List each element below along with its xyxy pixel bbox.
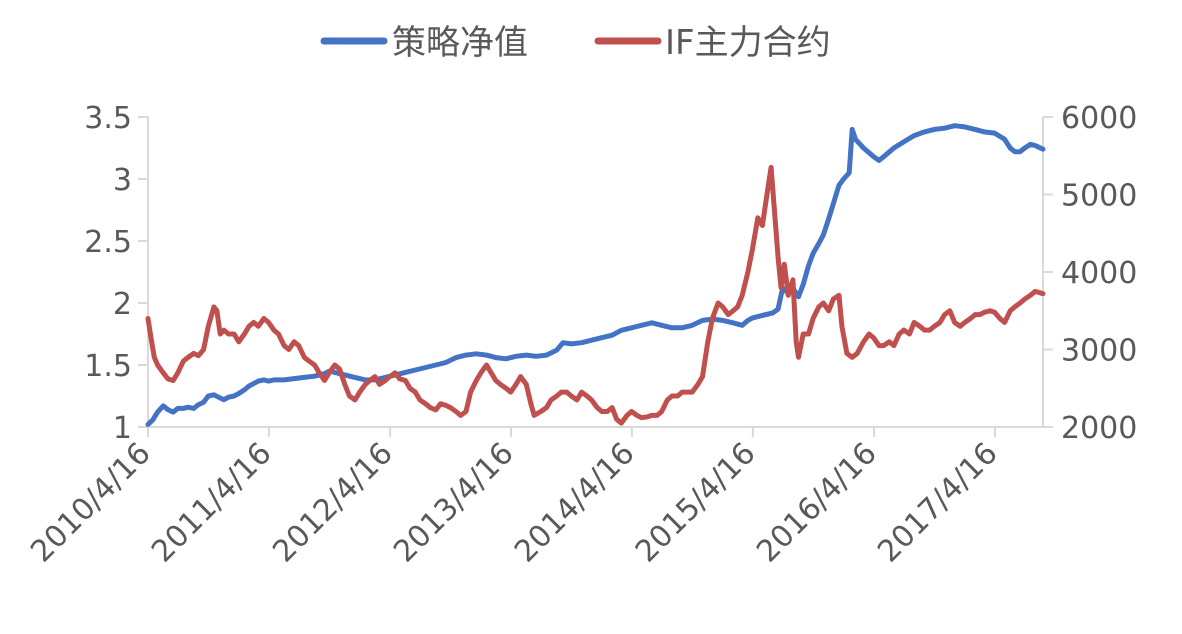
x-tick-label: 2015/4/16 xyxy=(629,436,763,570)
x-tick-label: 2011/4/16 xyxy=(145,436,279,570)
right-tick-label: 2000 xyxy=(1061,411,1137,446)
x-tick-label: 2017/4/16 xyxy=(871,436,1005,570)
series-layer xyxy=(145,123,1046,427)
legend-label-strategy: 策略净值 xyxy=(392,23,528,63)
right-tick-label: 6000 xyxy=(1061,101,1137,136)
series-line-strategy xyxy=(145,123,1046,427)
legend: 策略净值 IF主力合约 xyxy=(320,23,831,63)
x-tick-label: 2014/4/16 xyxy=(508,436,642,570)
left-tick-label: 2 xyxy=(113,287,132,322)
left-tick-label: 3 xyxy=(113,163,132,198)
right-tick-label: 3000 xyxy=(1061,334,1137,369)
right-tick-label: 5000 xyxy=(1061,179,1137,214)
right-y-ticks: 2000 3000 4000 5000 6000 xyxy=(1043,101,1137,446)
left-y-ticks: 1 1.5 2 2.5 3 3.5 xyxy=(84,101,148,446)
x-tick-label: 2010/4/16 xyxy=(24,436,158,570)
series-line-if xyxy=(145,164,1046,426)
left-tick-label: 3.5 xyxy=(84,101,132,136)
left-tick-label: 1 xyxy=(113,411,132,446)
x-tick-label: 2016/4/16 xyxy=(750,436,884,570)
x-tick-label: 2013/4/16 xyxy=(387,436,521,570)
legend-label-if: IF主力合约 xyxy=(665,23,831,63)
x-axis-ticks: 2010/4/162011/4/162012/4/162013/4/162014… xyxy=(24,427,1005,570)
x-tick-label: 2012/4/16 xyxy=(266,436,400,570)
left-tick-label: 1.5 xyxy=(84,349,132,384)
left-tick-label: 2.5 xyxy=(84,225,132,260)
right-tick-label: 4000 xyxy=(1061,256,1137,291)
